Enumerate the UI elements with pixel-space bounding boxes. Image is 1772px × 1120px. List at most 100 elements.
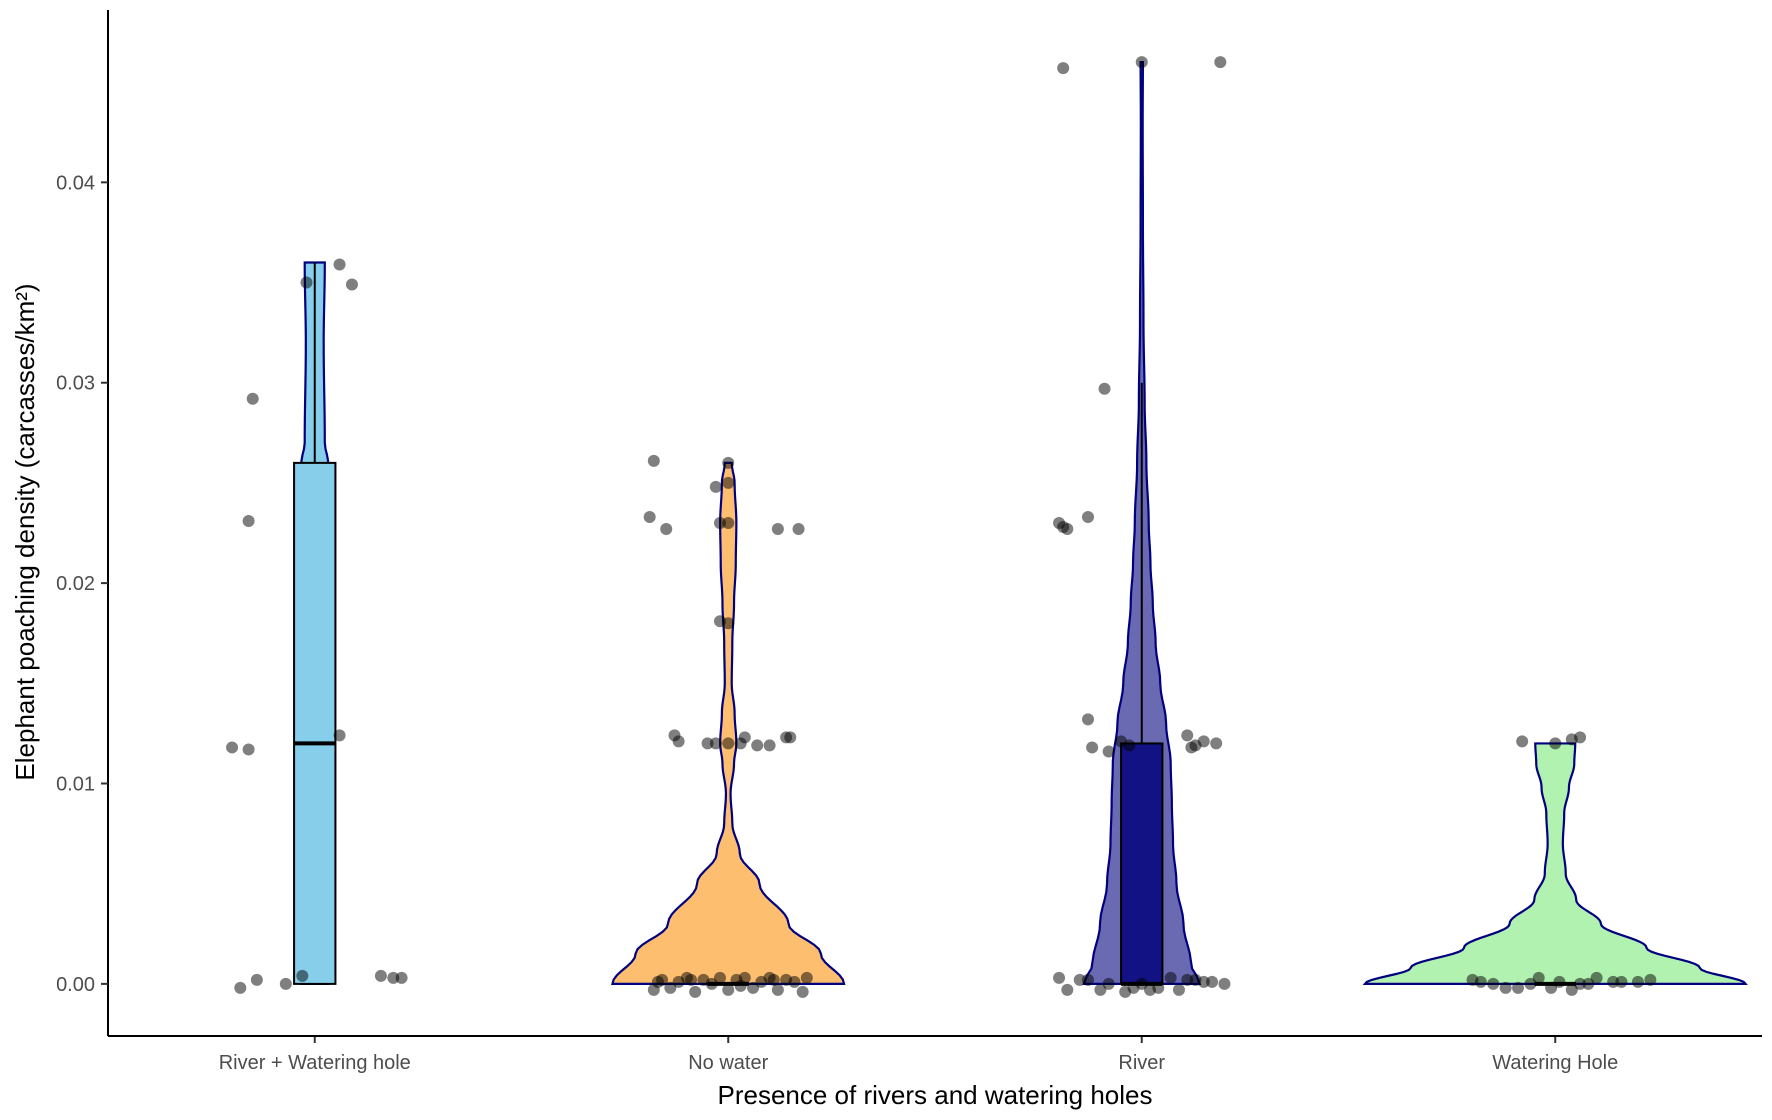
x-tick-label-watering-hole: Watering Hole [1492,1052,1618,1074]
violin-no-water [611,461,846,985]
point-no-water-12 [747,981,760,994]
point-no-water-32 [763,739,776,752]
point-river-20 [1102,745,1115,758]
point-river-33 [1057,62,1070,75]
point-river-watering-hole-5 [387,971,400,984]
axes-layer: River + Watering hole No water River Wateri… [56,10,1762,1074]
point-river-watering-hole-9 [333,729,346,742]
point-watering-hole-11 [1582,977,1595,990]
y-tick-label: 0.04 [56,172,95,194]
point-no-water-9 [722,983,735,996]
point-river-35 [1214,56,1227,69]
violin-watering-hole [1362,742,1748,985]
x-tick-label-no-water: No water [688,1052,768,1074]
point-river-watering-hole-1 [250,973,263,986]
point-river-8 [1135,977,1148,990]
point-no-water-37 [713,517,726,529]
point-river-4 [1094,983,1107,996]
point-watering-hole-13 [1607,975,1620,988]
point-no-water-26 [701,737,714,750]
point-no-water-19 [800,971,813,984]
point-river-watering-hole-14 [345,278,358,291]
box-river [1120,742,1164,985]
point-no-water-27 [709,737,722,750]
point-river-27 [1210,737,1223,750]
point-river-watering-hole-10 [242,514,255,527]
point-no-water-46 [792,523,805,536]
point-no-water-42 [722,476,735,489]
point-no-water-45 [771,523,784,536]
point-no-water-44 [647,454,660,467]
point-watering-hole-16 [1644,973,1657,986]
point-river-22 [1123,739,1136,752]
point-watering-hole-10 [1574,977,1587,990]
point-no-water-41 [709,480,722,493]
point-river-32 [1098,382,1111,395]
point-river-31 [1081,510,1094,523]
point-river-2 [1073,973,1086,986]
point-watering-hole-6 [1532,971,1545,984]
point-no-water-17 [788,975,801,988]
point-no-water-25 [672,735,685,748]
point-river-watering-hole-3 [296,969,309,982]
point-no-water-22 [734,979,747,992]
point-no-water-20 [651,975,664,988]
point-river-12 [1172,983,1185,996]
point-no-water-28 [722,737,735,750]
point-watering-hole-15 [1631,975,1644,988]
point-river-26 [1197,735,1210,748]
point-river-watering-hole-4 [374,969,387,982]
point-river-watering-hole-8 [242,743,255,756]
point-watering-hole-18 [1549,737,1562,750]
point-river-11 [1164,971,1177,984]
y-tick-label: 0.02 [56,573,95,595]
point-river-23 [1181,729,1194,742]
point-watering-hole-17 [1516,735,1529,748]
point-no-water-38 [722,517,735,529]
point-watering-hole-2 [1487,977,1500,990]
x-tick-label-river-watering-hole: River + Watering hole [219,1052,411,1074]
boxes-layer [293,262,1576,986]
point-watering-hole-7 [1545,981,1558,994]
point-river-17 [1218,977,1231,990]
y-tick-label: 0.03 [56,373,95,395]
point-no-water-15 [771,983,784,996]
point-no-water-34 [784,731,797,744]
point-watering-hole-4 [1512,981,1525,994]
point-river-18 [1081,713,1094,726]
point-no-water-43 [722,456,735,469]
y-axis-title: Elephant poaching density (carcasses/km²… [10,283,40,780]
violins-layer [300,61,1748,985]
point-river-16 [1206,975,1219,988]
y-tick-label: 0.01 [56,774,95,796]
point-no-water-30 [738,731,751,744]
point-river-watering-hole-2 [279,977,292,990]
point-river-watering-hole-6 [395,971,408,984]
point-watering-hole-1 [1474,975,1487,988]
x-axis-title: Presence of rivers and watering holes [717,1080,1152,1110]
x-tick-label-river: River [1118,1052,1165,1074]
point-river-15 [1197,975,1210,988]
point-no-water-21 [685,973,698,986]
point-river-13 [1181,973,1194,986]
point-no-water-39 [643,510,656,523]
point-river-1 [1061,983,1074,996]
point-watering-hole-14 [1615,975,1628,988]
point-no-water-23 [767,973,780,986]
point-no-water-36 [713,615,726,628]
point-watering-hole-12 [1590,971,1603,984]
point-river-watering-hole-12 [300,276,313,289]
point-watering-hole-5 [1524,977,1537,990]
point-river-19 [1086,741,1099,754]
point-no-water-8 [713,971,726,984]
point-river-0 [1053,971,1066,984]
point-no-water-5 [689,985,702,998]
point-river-10 [1152,981,1165,994]
point-river-3 [1081,973,1094,986]
point-watering-hole-9 [1565,983,1578,996]
point-river-30 [1061,523,1074,536]
point-watering-hole-20 [1574,731,1587,744]
box-river-watering-hole [293,461,337,985]
